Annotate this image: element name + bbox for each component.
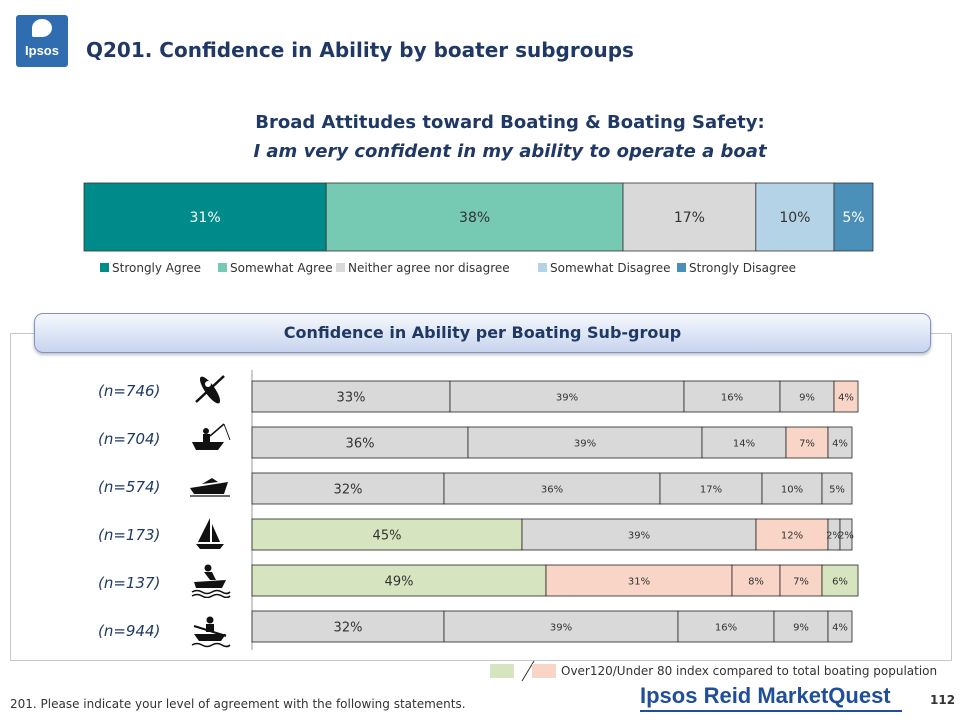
- sample-size-label: (n=137): [98, 574, 161, 592]
- overall-bar-neither-agree-nor-disagree: [622, 182, 757, 252]
- logo-text: Ipsos: [25, 43, 59, 58]
- legend-entry: Somewhat Agree: [230, 261, 333, 275]
- brand-underline: [640, 710, 902, 712]
- subgroup-bar-label: 16%: [721, 393, 743, 404]
- subgroup-bar-label: 14%: [733, 439, 755, 450]
- subgroup-bar-segment: [779, 564, 823, 597]
- legend-entry: Neither agree nor disagree: [348, 261, 510, 275]
- kayak-icon: [188, 372, 232, 408]
- subgroup-bar-segment: [827, 610, 853, 643]
- subgroup-bar-segment: [251, 472, 445, 505]
- legend-swatch: [100, 263, 109, 272]
- subgroup-bar-label: 5%: [829, 485, 845, 496]
- subgroup-bar-label: 45%: [373, 529, 402, 544]
- subgroup-bar-label: 33%: [337, 391, 366, 406]
- overall-bar-label: 5%: [842, 210, 864, 226]
- powerboat-icon: [188, 468, 232, 504]
- legend-swatch: [677, 263, 686, 272]
- subgroup-bar-label: 7%: [793, 577, 809, 588]
- subgroup-bar-label: 2%: [826, 531, 842, 542]
- sample-size-label: (n=704): [98, 430, 161, 448]
- legend-entry: Strongly Disagree: [689, 261, 796, 275]
- sailboat-icon: [188, 516, 232, 552]
- subgroup-bar-label: 17%: [700, 485, 722, 496]
- subgroup-bar-label: 39%: [628, 531, 650, 542]
- legend-swatch: [336, 263, 345, 272]
- subgroup-bar-segment: [683, 380, 781, 413]
- subgroup-bar-label: 39%: [550, 623, 572, 634]
- rowboat-icon: [188, 614, 232, 650]
- overall-bar-somewhat-agree: [325, 182, 624, 252]
- sample-size-label: (n=944): [98, 622, 161, 640]
- subgroup-bar-segment: [251, 564, 547, 597]
- sample-size-label: (n=746): [98, 382, 161, 400]
- subgroup-bar-label: 9%: [793, 623, 809, 634]
- subgroup-bar-label: 7%: [799, 439, 815, 450]
- subgroup-bar-segment: [779, 380, 835, 413]
- subgroup-bar-segment: [761, 472, 823, 505]
- overall-bar-label: 31%: [190, 210, 221, 226]
- subgroup-bar-segment: [821, 564, 859, 597]
- overall-stacked-bar-chart: 31% 38% 17% 10% 5% Strongly Agree Somewhat Agr…: [83, 182, 874, 275]
- footnote: 201. Please indicate your level of agree…: [10, 697, 466, 711]
- subgroup-bar-segment: [467, 426, 703, 459]
- subgroup-bar-segment: [521, 518, 757, 551]
- subgroup-bar-segment: [251, 426, 469, 459]
- overall-bar-strongly-disagree: [833, 182, 874, 252]
- subgroup-bar-label: 36%: [541, 485, 563, 496]
- subgroup-bar-label: 4%: [838, 393, 854, 404]
- subgroup-panel-title: Confidence in Ability per Boating Sub-gr…: [34, 313, 931, 353]
- overall-bar-strongly-agree: [83, 182, 327, 252]
- subgroup-bar-segment: [821, 472, 853, 505]
- overall-bar-label: 38%: [459, 210, 490, 226]
- over-120-index-swatch: [490, 664, 514, 678]
- under-80-index-swatch: [532, 664, 556, 678]
- subgroup-bar-label: 16%: [715, 623, 737, 634]
- overall-bar-label: 17%: [674, 210, 705, 226]
- index-legend-text: Over120/Under 80 index compared to total…: [561, 664, 938, 678]
- subgroup-bar-label: 32%: [334, 621, 363, 636]
- overall-bar-somewhat-disagree: [755, 182, 835, 252]
- subgroup-bar-segment: [677, 610, 775, 643]
- subgroup-bar-segment: [443, 472, 661, 505]
- subgroup-bar-segment: [251, 610, 445, 643]
- subgroup-bar-segment: [755, 518, 829, 551]
- subgroup-bar-segment: [701, 426, 787, 459]
- sample-size-label: (n=574): [98, 478, 161, 496]
- legend-entry: Strongly Agree: [112, 261, 201, 275]
- overall-bar-label: 10%: [779, 210, 810, 226]
- subgroup-bar-label: 36%: [346, 437, 375, 452]
- page-number: 112: [930, 693, 956, 707]
- subgroup-bar-label: 4%: [832, 623, 848, 634]
- subgroup-bar-segment: [659, 472, 763, 505]
- subgroup-bar-label: 39%: [556, 393, 578, 404]
- subgroup-bar-label: 39%: [574, 439, 596, 450]
- subgroup-bar-label: 32%: [334, 483, 363, 498]
- subgroup-bar-label: 31%: [628, 577, 650, 588]
- subgroup-bar-label: 12%: [781, 531, 803, 542]
- subgroup-stacked-bar-chart: 33% 39% 16% 9% 4% 36% 39% 14% 7% 4% 32% 36% 17% 10% 5%…: [251, 370, 859, 650]
- ipsos-logo: Ipsos: [16, 15, 68, 67]
- subgroup-bar-segment: [833, 380, 859, 413]
- chart-title: Broad Attitudes toward Boating & Boating…: [255, 112, 765, 133]
- subgroup-bar-label: 10%: [781, 485, 803, 496]
- legend-swatch: [538, 263, 547, 272]
- fishing-boat-icon: [188, 420, 232, 456]
- subgroup-bar-label: 2%: [838, 531, 854, 542]
- legend-swatch: [218, 263, 227, 272]
- sample-size-label: (n=173): [98, 526, 161, 544]
- subgroup-bar-label: 9%: [799, 393, 815, 404]
- subgroup-bar-label: 4%: [832, 439, 848, 450]
- subgroup-bar-segment: [827, 426, 853, 459]
- personal-watercraft-icon: [188, 562, 232, 599]
- legend-entry: Somewhat Disagree: [550, 261, 671, 275]
- subgroup-bar-segment: [839, 518, 853, 551]
- subgroup-bar-label: 49%: [385, 575, 414, 590]
- page-title: Q201. Confidence in Ability by boater su…: [86, 38, 634, 62]
- subgroup-bar-segment: [785, 426, 829, 459]
- subgroup-bar-label: 8%: [748, 577, 764, 588]
- brand-logo: Ipsos Reid MarketQuest: [640, 683, 891, 708]
- subgroup-bar-label: 6%: [832, 577, 848, 588]
- chart-subtitle: I am very confident in my ability to ope…: [253, 141, 767, 162]
